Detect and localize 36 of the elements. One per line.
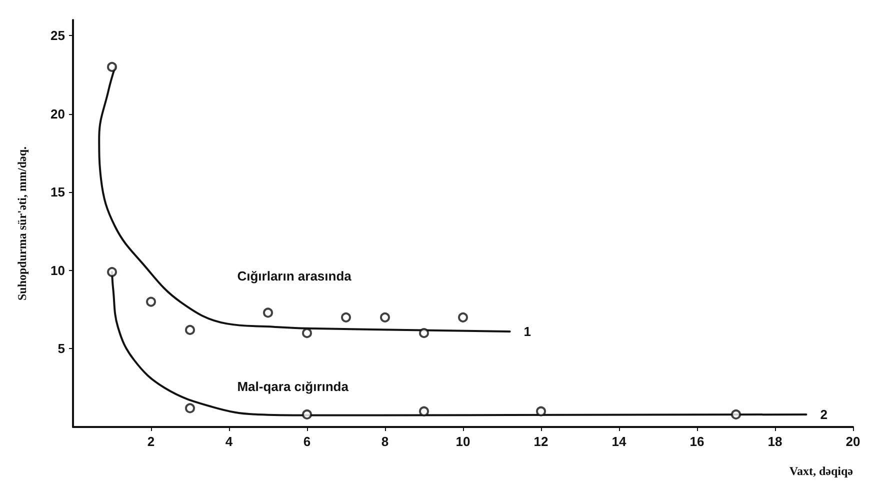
x-tick-label: 12 [534,434,548,449]
series-label: 2 [820,406,828,422]
annotation: Cığırların arasında [237,268,352,284]
point [146,296,156,307]
point [419,328,429,338]
point [731,409,741,420]
series-label: 1 [524,324,532,340]
y-axis-title: Suhopdurma sür'əti, mm/dəq. [15,146,29,301]
x-tick-label: 18 [768,434,782,449]
x-tick-label: 6 [303,434,311,449]
point [263,308,273,318]
y-tick-label: 25 [50,28,65,44]
y-tick-label: 10 [50,262,65,278]
annotation: Mal-qara cığırında [237,378,350,394]
point [185,403,195,414]
y-tick-label: 15 [50,184,65,200]
point [380,312,390,322]
x-tick-label: 10 [456,434,470,449]
point [341,312,351,322]
x-tick-label: 8 [381,434,389,449]
point [185,324,195,335]
x-tick-label: 16 [690,434,704,449]
point [302,328,312,338]
y-tick-label: 20 [50,106,65,122]
point [107,62,117,72]
x-tick-label: 20 [846,434,860,449]
point [536,406,546,416]
point [107,267,117,278]
y-tick-label: 5 [58,341,65,356]
x-axis-title: Vaxt, dəqiqə [789,464,853,478]
x-tick-label: 4 [225,434,234,449]
x-tick-label: 2 [147,434,155,449]
point [419,406,429,416]
point [458,312,468,322]
point [302,409,312,420]
x-tick-label: 14 [612,434,627,449]
